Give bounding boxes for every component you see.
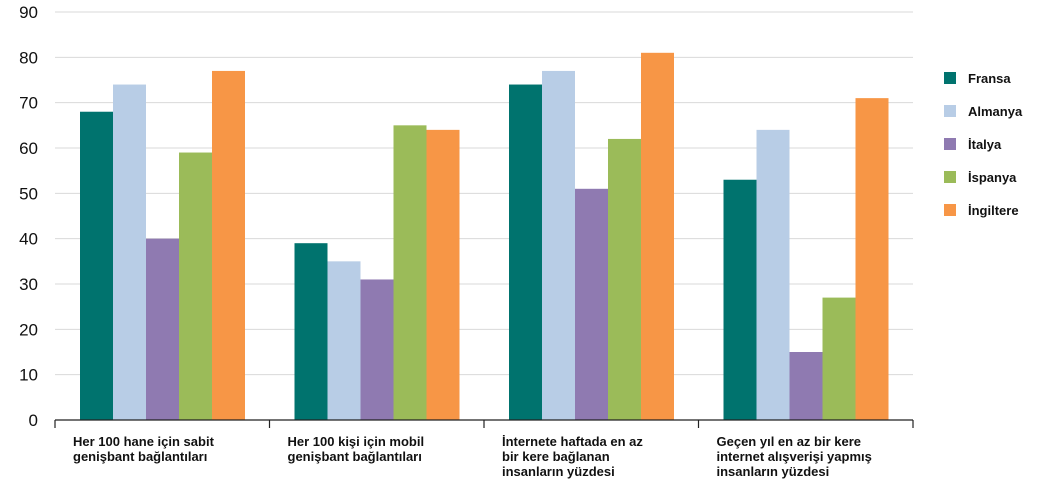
- legend-label: Almanya: [968, 104, 1023, 119]
- bar: [822, 297, 856, 420]
- y-tick-label: 10: [19, 366, 38, 385]
- bar: [393, 125, 427, 420]
- bar: [756, 129, 790, 420]
- bar: [426, 129, 460, 420]
- bar: [360, 279, 394, 420]
- bar: [509, 84, 542, 421]
- legend-label: İspanya: [968, 170, 1017, 185]
- category-label: İnternete haftada en az bir kere bağlanan…: [502, 434, 643, 479]
- y-tick-label: 90: [19, 3, 38, 22]
- bars: [80, 52, 889, 421]
- legend-swatch: [944, 171, 956, 183]
- legend-swatch: [944, 72, 956, 84]
- category-label: Her 100 kişi için mobil genişbant bağlant…: [288, 434, 425, 464]
- bar: [723, 179, 757, 420]
- legend-swatch: [944, 204, 956, 216]
- y-tick-label: 30: [19, 275, 38, 294]
- bar: [294, 243, 328, 420]
- bar: [575, 188, 608, 420]
- y-axis-ticks: 0 10 20 30 40 50 60 70 80 90: [19, 3, 38, 430]
- y-tick-label: 70: [19, 94, 38, 113]
- legend-label: İngiltere: [968, 203, 1019, 218]
- y-tick-label: 40: [19, 230, 38, 249]
- bar: [608, 138, 641, 420]
- bar: [641, 52, 674, 421]
- bar: [855, 98, 889, 420]
- y-tick-label: 50: [19, 184, 38, 203]
- bar: [789, 352, 823, 420]
- bar: [327, 261, 361, 420]
- bar: [113, 84, 146, 421]
- y-tick-label: 80: [19, 48, 38, 67]
- bar: [179, 152, 212, 421]
- legend-label: İtalya: [968, 137, 1002, 152]
- legend-label: Fransa: [968, 71, 1011, 86]
- y-tick-label: 20: [19, 320, 38, 339]
- bar: [212, 70, 245, 420]
- bar: [80, 111, 113, 420]
- x-axis: [54, 419, 914, 428]
- y-tick-label: 60: [19, 139, 38, 158]
- legend-swatch: [944, 138, 956, 150]
- legend: Fransa Almanya İtalya İspanya İngiltere: [944, 71, 1023, 218]
- bar: [542, 70, 575, 420]
- legend-swatch: [944, 105, 956, 117]
- category-label: Geçen yıl en az bir kere internet alışver…: [717, 434, 872, 479]
- category-labels: Her 100 hane için sabit genişbant bağlant…: [73, 434, 872, 479]
- bar: [146, 238, 179, 420]
- category-label: Her 100 hane için sabit genişbant bağlant…: [73, 434, 215, 464]
- y-tick-label: 0: [29, 411, 38, 430]
